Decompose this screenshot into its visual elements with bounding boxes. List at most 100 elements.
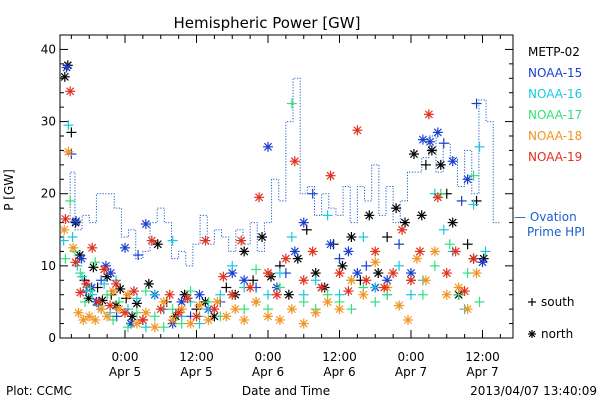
data-point <box>382 232 393 242</box>
data-point <box>239 246 250 257</box>
data-point <box>438 138 449 149</box>
data-point <box>301 224 312 235</box>
data-point <box>61 71 70 82</box>
north-marker-d <box>165 290 174 299</box>
north-marker-d <box>168 315 177 324</box>
x-tick-time-label: 12:00 <box>322 350 357 364</box>
data-point <box>70 257 81 268</box>
series-noaa-17 <box>61 98 485 333</box>
data-point <box>108 314 119 325</box>
data-point <box>131 307 142 318</box>
north-marker-d <box>138 315 147 324</box>
data-point <box>61 224 70 235</box>
north-marker-d <box>183 294 192 303</box>
north-marker-d <box>326 240 335 249</box>
data-point <box>230 304 241 315</box>
data-point <box>441 268 452 279</box>
data-point <box>90 314 101 325</box>
north-marker-d <box>448 218 457 227</box>
x-tick-time-label: 12:00 <box>179 350 214 364</box>
legend-entry-noaa-18: NOAA-18 <box>528 129 582 143</box>
north-marker-d <box>395 301 404 310</box>
north-marker-d <box>299 218 308 227</box>
data-point <box>289 246 300 257</box>
data-point <box>149 322 160 333</box>
north-marker-d <box>406 276 416 285</box>
north-marker-d <box>427 146 436 155</box>
data-point <box>257 232 268 242</box>
north-marker-d <box>448 157 457 166</box>
data-point <box>88 262 99 273</box>
north-marker-d <box>371 258 380 267</box>
data-point <box>185 318 196 329</box>
data-point <box>194 289 205 300</box>
x-tick-date-label: Apr 5 <box>109 365 141 379</box>
north-marker-d <box>353 269 362 278</box>
data-point <box>271 289 282 300</box>
data-point <box>343 246 354 257</box>
data-point <box>185 286 196 297</box>
north-marker-d <box>77 254 86 263</box>
north-marker-d <box>398 225 407 234</box>
north-marker-d <box>141 219 150 229</box>
data-point <box>397 224 408 235</box>
data-point <box>75 268 86 279</box>
data-point <box>298 217 309 228</box>
data-point <box>432 127 443 138</box>
plot-inner <box>61 60 501 333</box>
data-point <box>298 318 309 329</box>
legend-marker-label: north <box>541 327 573 341</box>
data-point <box>426 145 437 156</box>
plot-timestamp: 2013/04/07 13:40:09 <box>470 384 597 398</box>
north-marker-d <box>417 211 426 220</box>
data-point <box>370 296 381 307</box>
north-marker-d <box>347 276 356 285</box>
north-marker-d <box>424 110 433 119</box>
data-point <box>93 296 104 307</box>
legend-ovation-line2: Prime HPI <box>527 225 585 239</box>
data-point <box>68 242 79 253</box>
data-point <box>167 304 178 315</box>
data-point <box>90 257 101 268</box>
data-point <box>221 311 232 322</box>
data-point <box>462 304 473 315</box>
data-point <box>406 275 416 286</box>
data-point <box>274 268 285 279</box>
north-marker-d <box>463 305 472 314</box>
north-marker-d <box>284 290 293 299</box>
north-marker-d <box>371 247 380 256</box>
data-point <box>416 210 427 221</box>
north-marker-d <box>69 243 78 252</box>
north-marker-d <box>451 247 460 256</box>
north-marker-d <box>76 288 85 297</box>
north-marker-d <box>308 247 317 256</box>
data-point <box>322 296 333 307</box>
north-marker-d <box>252 297 261 306</box>
data-point <box>468 199 479 210</box>
data-point <box>394 239 405 250</box>
data-point <box>361 260 372 271</box>
north-marker-d <box>91 315 100 324</box>
data-point <box>167 235 178 246</box>
series-noaa-15 <box>61 62 488 329</box>
north-marker-d <box>403 315 413 324</box>
data-point <box>127 311 138 322</box>
north-marker-d <box>120 308 130 317</box>
north-marker-d <box>120 243 130 252</box>
data-point <box>358 289 369 300</box>
north-marker-d <box>195 290 204 299</box>
data-point <box>286 304 297 315</box>
data-point <box>468 253 479 264</box>
data-point <box>149 289 160 300</box>
north-marker-d <box>528 330 536 338</box>
data-point <box>447 156 458 167</box>
data-point <box>120 307 130 318</box>
north-marker-d <box>478 258 487 267</box>
data-point <box>65 195 76 206</box>
north-marker-d <box>415 247 424 256</box>
legend: METP-02 NOAA-15 NOAA-16 NOAA-17 NOAA-18 NOAA-… <box>514 45 585 341</box>
data-point <box>364 210 375 221</box>
data-point <box>63 146 74 157</box>
north-marker-d <box>246 283 255 292</box>
north-marker-d <box>79 315 88 324</box>
